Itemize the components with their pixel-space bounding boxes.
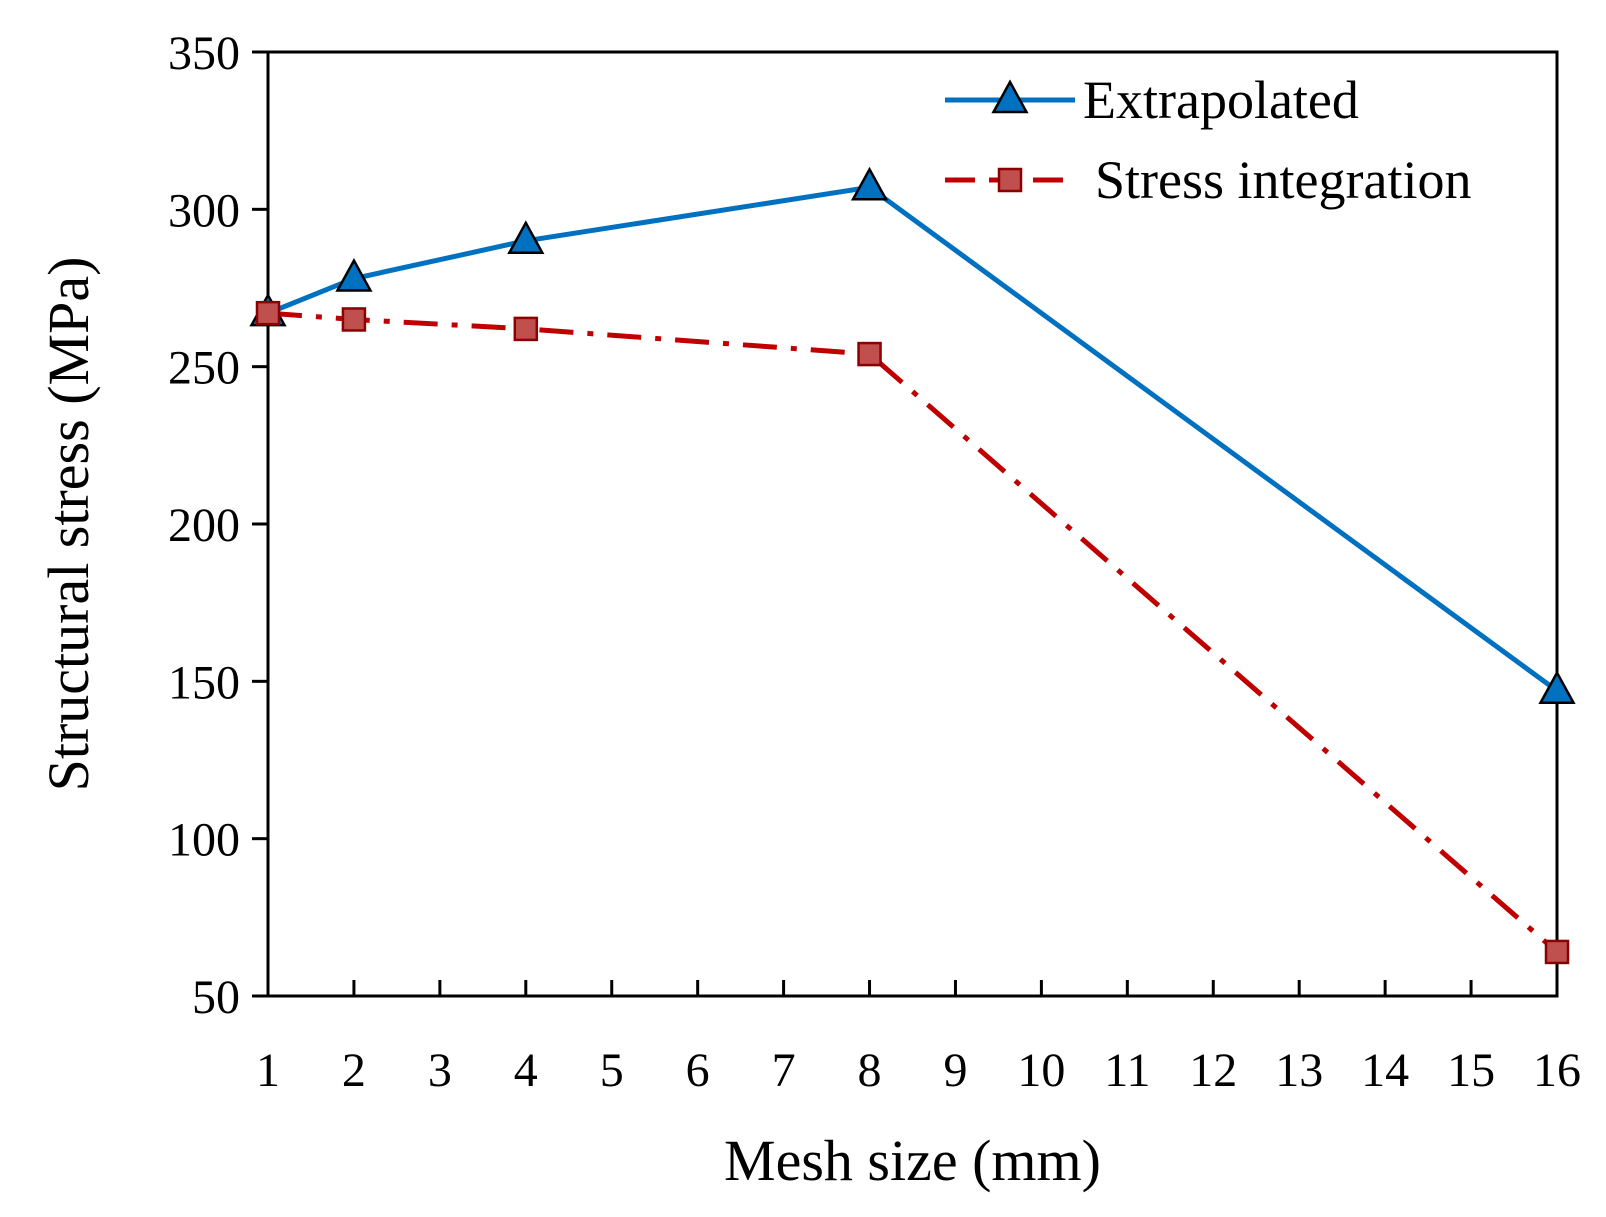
x-tick-label: 2 [342,1044,366,1097]
data-point [1544,939,1570,965]
y-tick-label: 200 [168,499,240,552]
x-tick-label: 5 [600,1044,624,1097]
x-tick-label: 8 [858,1044,882,1097]
y-tick-label: 350 [168,27,240,80]
data-point [513,316,539,342]
series-layer [249,166,1576,965]
x-tick-label: 13 [1275,1044,1323,1097]
legend: Extrapolated Stress integration [945,70,1471,210]
data-point [507,220,545,255]
data-point [857,341,882,367]
series-line [267,310,1559,954]
data-point [1538,670,1576,705]
series-triangle [249,166,1576,705]
x-tick-label: 11 [1104,1044,1150,1097]
y-tick-label: 150 [168,656,240,709]
series-line [267,184,1559,693]
x-tick-label: 3 [428,1044,452,1097]
y-tick-label: 100 [168,814,240,867]
y-axis-ticks: 50 100 150 200 250 300 350 [168,27,268,1024]
x-tick-label: 1 [256,1044,280,1097]
data-point [850,166,889,201]
y-tick-label: 250 [168,342,240,395]
data-point [255,300,281,326]
legend-marker [991,79,1029,114]
y-tick-label: 50 [192,971,240,1024]
series-square [255,300,1570,965]
x-tick-label: 6 [686,1044,710,1097]
x-tick-label: 15 [1447,1044,1495,1097]
y-tick-label: 300 [168,184,240,237]
legend-label: Stress integration [1095,150,1471,210]
data-point [335,257,373,292]
x-tick-label: 7 [772,1044,796,1097]
x-tick-label: 10 [1017,1044,1065,1097]
data-point [341,307,367,332]
x-axis-ticks: 1 2 3 4 5 6 7 8 9 10 11 12 13 14 15 16 [256,980,1581,1097]
x-tick-label: 9 [943,1044,967,1097]
x-tick-label: 14 [1361,1044,1409,1097]
legend-marker [997,167,1023,193]
x-axis-title: Mesh size (mm) [724,1128,1101,1193]
x-tick-label: 12 [1189,1044,1237,1097]
x-tick-label: 4 [514,1044,538,1097]
legend-label: Extrapolated [1083,70,1359,130]
y-axis-title: Structural stress (MPa) [36,257,101,792]
x-tick-label: 16 [1533,1044,1581,1097]
